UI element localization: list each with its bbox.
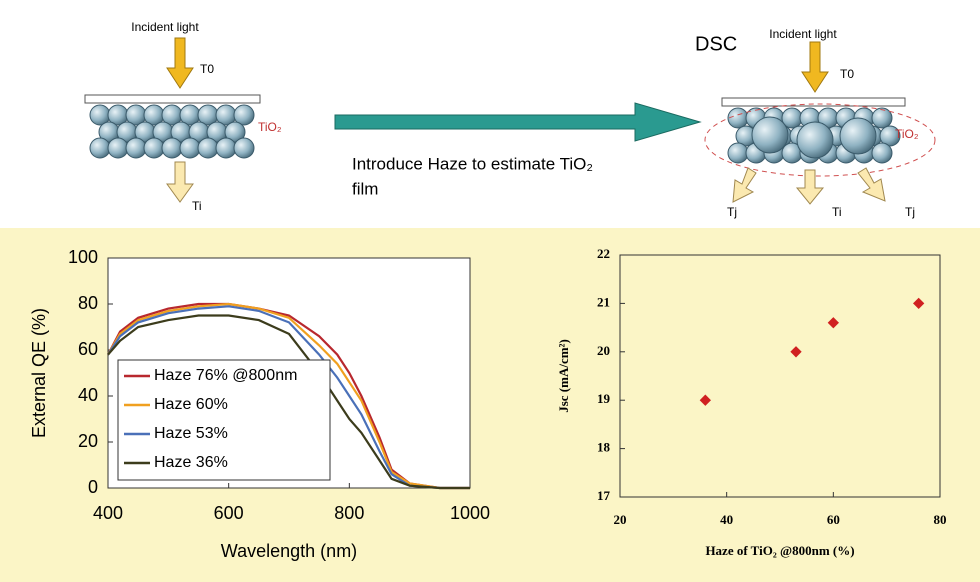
label: Tj — [905, 205, 915, 219]
line — [107, 302, 470, 490]
x-tick-label: 60 — [827, 512, 840, 527]
transmit-arrow — [795, 169, 825, 205]
y-tick-label: 40 — [78, 385, 98, 405]
plate — [721, 97, 906, 107]
point — [913, 297, 925, 310]
scatter-arrow — [732, 167, 757, 203]
particle — [879, 125, 901, 147]
y-tick-label: 17 — [597, 488, 611, 503]
scatter-zone — [704, 103, 936, 177]
legend-label: Haze 53% — [154, 425, 228, 442]
particle — [179, 137, 201, 159]
x-tick-label: 600 — [214, 503, 244, 523]
x-axis-label: Wavelength (nm) — [221, 541, 357, 561]
y-tick-label: 18 — [597, 440, 611, 455]
label: T0 — [200, 62, 214, 76]
label: T0 — [840, 67, 854, 81]
label: TiO₂ — [258, 120, 282, 134]
particle — [224, 121, 246, 143]
y-tick-label: 60 — [78, 339, 98, 359]
x-tick-label: 400 — [93, 503, 123, 523]
x-axis-label: Haze of TiO₂ @800nm (%) — [705, 543, 854, 558]
particle — [751, 116, 789, 154]
y-tick-label: 20 — [597, 343, 610, 358]
y-tick-label: 21 — [597, 294, 610, 309]
scatter-arrow — [857, 167, 886, 202]
point — [699, 394, 711, 406]
particle — [233, 137, 255, 159]
particle — [871, 107, 893, 129]
particle — [215, 137, 237, 159]
particle — [839, 117, 877, 155]
plate — [84, 94, 261, 104]
x-tick-label: 40 — [720, 512, 733, 527]
label: Incident light — [131, 20, 199, 34]
line — [107, 305, 470, 490]
x-tick-label: 80 — [934, 512, 947, 527]
y-tick-label: 0 — [88, 477, 98, 497]
particle — [796, 121, 834, 159]
diagram-title: DSC — [695, 33, 737, 55]
particle — [107, 137, 129, 159]
particles — [89, 104, 901, 164]
label: Ti — [192, 199, 202, 213]
particle — [727, 142, 749, 164]
y-tick-label: 100 — [68, 247, 98, 267]
particle — [161, 137, 183, 159]
plot-area — [619, 254, 941, 498]
particle — [143, 137, 165, 159]
particle — [233, 104, 255, 126]
x-tick-label: 20 — [614, 512, 627, 527]
particle — [727, 107, 749, 129]
incident-arrow — [166, 37, 194, 89]
arrow-text: Introduce Haze to estimate TiO₂ — [352, 154, 593, 173]
label: Tj — [727, 205, 737, 219]
particle — [89, 137, 111, 159]
point — [827, 317, 839, 329]
legend — [117, 359, 331, 481]
arrow-text: film — [352, 179, 378, 198]
legend-label: Haze 76% @800nm — [154, 367, 297, 384]
label: Ti — [832, 205, 842, 219]
legend-label: Haze 36% — [154, 454, 228, 471]
y-axis-label: External QE (%) — [29, 308, 49, 438]
incident-arrow — [801, 41, 829, 93]
y-axis-label: Jsc (mA/cm²) — [556, 339, 571, 413]
x-tick-label: 800 — [334, 503, 364, 523]
y-tick-label: 19 — [597, 391, 611, 406]
legend-label: Haze 60% — [154, 396, 228, 413]
y-tick-label: 20 — [78, 431, 98, 451]
transmit-arrow — [166, 161, 194, 203]
y-tick-label: 22 — [597, 246, 610, 261]
line — [107, 302, 470, 490]
particle — [871, 142, 893, 164]
particle — [125, 137, 147, 159]
label: TiO₂ — [895, 127, 919, 141]
y-tick-label: 80 — [78, 293, 98, 313]
point — [790, 346, 802, 358]
label: Incident light — [769, 27, 837, 41]
x-tick-label: 1000 — [450, 503, 490, 523]
particle — [197, 137, 219, 159]
process-arrow — [334, 102, 702, 142]
